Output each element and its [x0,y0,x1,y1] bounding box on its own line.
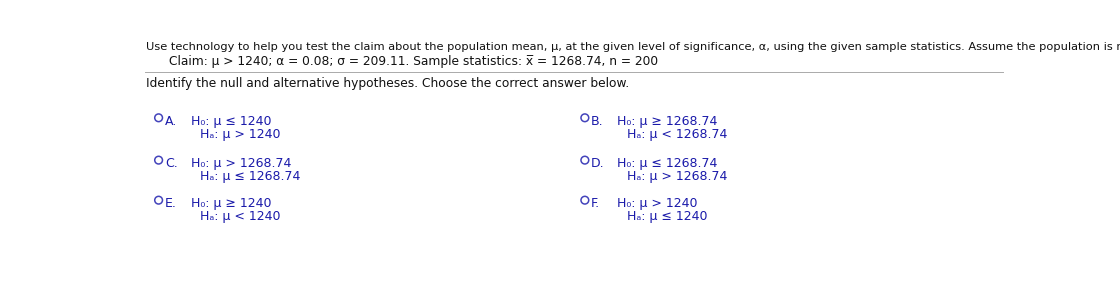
Text: F.: F. [591,197,600,210]
Text: Hₐ: μ < 1240: Hₐ: μ < 1240 [200,210,281,223]
Text: Identify the null and alternative hypotheses. Choose the correct answer below.: Identify the null and alternative hypoth… [147,77,629,90]
Text: Hₐ: μ ≤ 1240: Hₐ: μ ≤ 1240 [627,210,707,223]
Text: Use technology to help you test the claim about the population mean, μ, at the g: Use technology to help you test the clai… [147,42,1120,52]
Text: H₀: μ > 1268.74: H₀: μ > 1268.74 [192,157,291,170]
Text: H₀: μ ≤ 1240: H₀: μ ≤ 1240 [192,115,272,128]
Text: A.: A. [165,115,177,128]
Text: D.: D. [591,157,605,170]
Text: H₀: μ ≥ 1268.74: H₀: μ ≥ 1268.74 [617,115,718,128]
Text: H₀: μ ≤ 1268.74: H₀: μ ≤ 1268.74 [617,157,718,170]
Text: Hₐ: μ > 1268.74: Hₐ: μ > 1268.74 [627,170,727,183]
Text: Claim: μ > 1240; α = 0.08; σ = 209.11. Sample statistics: x̅ = 1268.74, n = 200: Claim: μ > 1240; α = 0.08; σ = 209.11. S… [169,55,659,68]
Text: H₀: μ ≥ 1240: H₀: μ ≥ 1240 [192,197,272,210]
Text: E.: E. [165,197,177,210]
Text: Hₐ: μ < 1268.74: Hₐ: μ < 1268.74 [627,128,727,141]
Text: B.: B. [591,115,604,128]
Text: H₀: μ > 1240: H₀: μ > 1240 [617,197,698,210]
Text: Hₐ: μ ≤ 1268.74: Hₐ: μ ≤ 1268.74 [200,170,301,183]
Text: Hₐ: μ > 1240: Hₐ: μ > 1240 [200,128,281,141]
Text: C.: C. [165,157,178,170]
